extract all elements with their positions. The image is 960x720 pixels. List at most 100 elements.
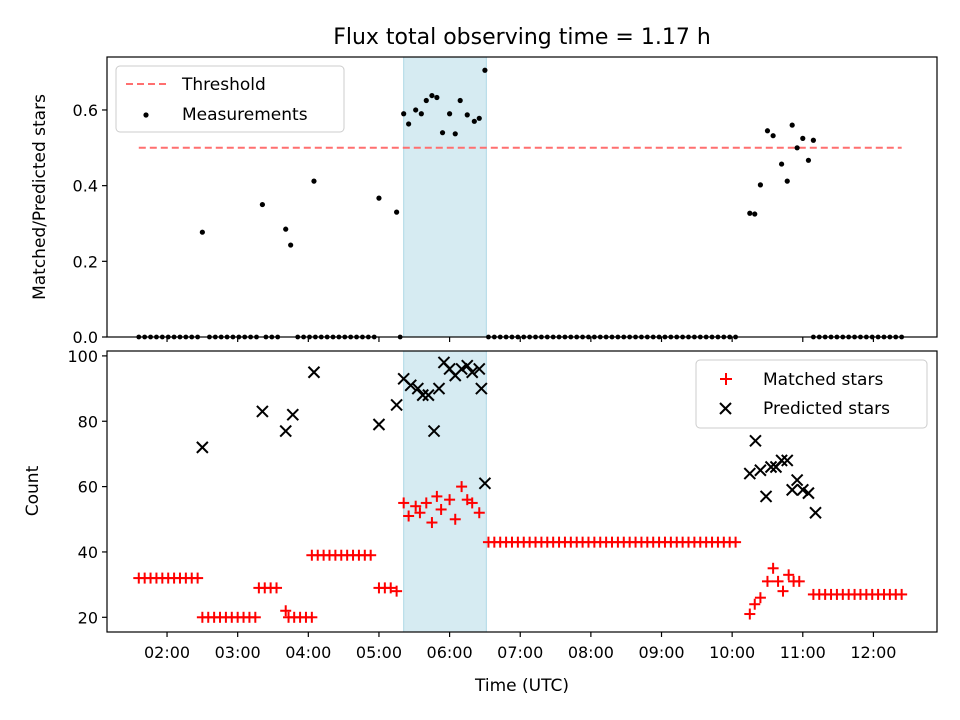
x-tick-label: 11:00	[780, 643, 826, 662]
measurement-point	[423, 97, 429, 104]
predicted-star-point	[802, 486, 815, 500]
matched-star-point	[896, 588, 908, 600]
predicted-star-point	[796, 483, 809, 497]
top-x-ticks	[166, 337, 875, 342]
matched-star-point	[249, 611, 261, 623]
measurement-point	[471, 118, 477, 124]
predicted-star-point	[307, 366, 321, 379]
matched-star-point	[783, 569, 795, 581]
measurement-point	[810, 137, 816, 143]
top-highlight-layer	[403, 56, 487, 338]
measurement-point	[794, 145, 800, 151]
measurement-point	[401, 111, 407, 117]
y-tick-label: 40	[78, 543, 98, 562]
top-panel: Flux total observing time = 1.17 h 0.00.…	[30, 25, 938, 347]
y-tick-label: 60	[78, 478, 98, 497]
predicted-star-point	[372, 418, 386, 431]
measurement-point	[376, 195, 382, 201]
y-tick-label: 0.2	[73, 252, 98, 271]
measurement-point	[805, 157, 812, 163]
predicted-star-point	[785, 483, 799, 497]
matched-star-point	[391, 585, 403, 597]
highlight-band	[403, 56, 487, 338]
matched-star-point	[749, 598, 761, 610]
measurement-point	[482, 67, 488, 73]
top-y-axis-label: Matched/Predicted stars	[30, 94, 50, 300]
predicted-star-point	[455, 362, 468, 376]
matched-star-point	[466, 497, 478, 509]
measurement-point	[439, 130, 446, 136]
x-axis-label: Time (UTC)	[474, 676, 569, 696]
measurement-point	[789, 122, 795, 128]
matched-star-point	[456, 481, 468, 493]
measurement-point	[452, 131, 458, 137]
predicted-star-point	[478, 477, 492, 490]
bottom-panel: 20 40 60 80 100 02:00 03:00 04:00 05:00 06:00 07:…	[23, 347, 938, 696]
predicted-star-point	[754, 464, 767, 477]
measurement-point	[283, 226, 289, 232]
matched-star-point	[414, 507, 426, 519]
predicted-star-point	[196, 441, 209, 454]
bottom-y-axis-label: Count	[23, 465, 43, 516]
measurement-point	[259, 201, 266, 208]
predicted-star-point	[743, 467, 757, 480]
matched-star-point	[398, 497, 410, 509]
top-axes-frame	[106, 56, 938, 338]
matched-star-point	[744, 608, 756, 620]
measurement-point	[311, 178, 317, 184]
measurement-point	[770, 133, 776, 139]
measurement-point	[199, 229, 205, 235]
matched-star-point	[793, 575, 805, 587]
bottom-legend-box	[695, 359, 928, 429]
measurement-point	[752, 211, 758, 217]
predicted-star-point	[781, 454, 794, 467]
measurement-point	[457, 97, 463, 104]
measurement-point	[757, 182, 764, 188]
legend-predicted-swatch	[719, 402, 732, 415]
predicted-star-point	[461, 359, 474, 372]
y-tick-label: 0.0	[73, 328, 98, 347]
matched-star-point	[767, 562, 779, 574]
predicted-star-point	[390, 398, 403, 412]
predicted-star-point	[404, 379, 417, 392]
predicted-star-point	[411, 382, 425, 395]
measurement-point	[800, 135, 806, 141]
x-tick-label: 10:00	[709, 643, 755, 662]
bottom-y-ticks: 20 40 60 80 100	[67, 347, 107, 627]
y-tick-label: 0.6	[73, 101, 98, 120]
predicted-star-point	[809, 506, 822, 519]
predicted-star-point	[427, 424, 441, 438]
predicted-star-point	[749, 434, 762, 448]
measurement-point	[778, 161, 785, 167]
x-tick-label: 02:00	[144, 643, 190, 662]
matched-star-point	[192, 572, 204, 584]
legend-measurements-swatch	[143, 112, 149, 118]
measurement-point	[434, 94, 440, 101]
predicted-star-point	[759, 490, 773, 503]
legend-threshold-label: Threshold	[181, 75, 266, 95]
matched-star-point	[435, 503, 447, 515]
matched-star-point	[730, 536, 742, 548]
matched-star-point	[772, 575, 784, 587]
matched-star-point	[271, 582, 283, 594]
predicted-star-point	[790, 473, 804, 487]
measurement-point	[446, 111, 453, 117]
predicted-star-point	[416, 388, 429, 402]
matched-star-point	[761, 575, 773, 587]
predicted-star-point	[475, 382, 488, 395]
matched-star-point	[306, 611, 318, 623]
measurement-point	[476, 115, 482, 121]
predicted-star-point	[256, 405, 269, 418]
y-tick-label: 100	[67, 347, 98, 366]
legend-measurements-label: Measurements	[182, 105, 308, 125]
bottom-highlight-layer	[403, 350, 487, 633]
highlight-band	[403, 350, 487, 633]
measurement-point	[764, 128, 771, 134]
matched-star-point	[403, 510, 415, 522]
matched-star-point	[426, 517, 438, 529]
predicted-star-point	[473, 362, 486, 376]
measurement-point	[418, 111, 424, 117]
matched-star-point	[365, 549, 377, 561]
bottom-legend: Matched stars Predicted stars	[695, 359, 928, 429]
predicted-star-point	[764, 460, 778, 474]
